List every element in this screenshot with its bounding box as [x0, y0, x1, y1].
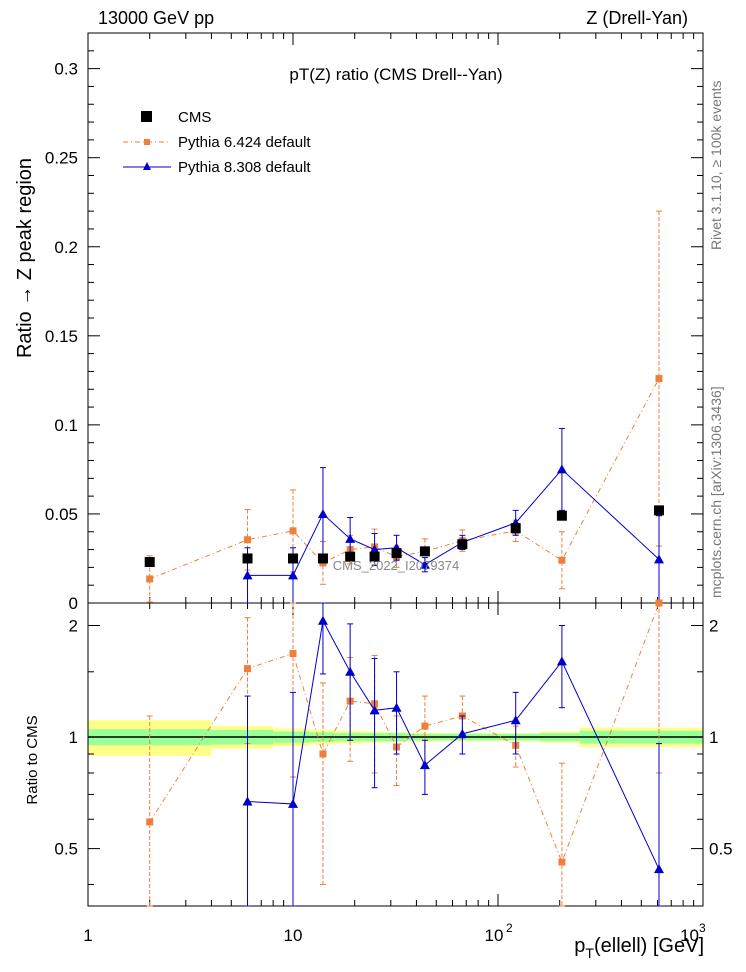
- axes: 1 10 10 2 10 300.050.10.150.20.250.30.5 0.51 12…: [45, 32, 733, 945]
- header-right: Z (Drell-Yan): [586, 8, 688, 28]
- y-tick-label: 0: [69, 594, 78, 613]
- cms-point: [242, 553, 253, 564]
- cms-point: [419, 546, 430, 557]
- y-tick-label: 0.2: [54, 238, 78, 257]
- side-label-lower: mcplots.cern.ch [arXiv:1306.3436]: [708, 386, 724, 598]
- py6-ratio-point: [244, 665, 252, 673]
- cms-point: [288, 553, 298, 564]
- py8-ratio-point: [288, 798, 298, 808]
- py6-ratio-point: [146, 818, 154, 826]
- legend-cms-label: CMS: [178, 109, 211, 126]
- py6-point: [244, 536, 252, 544]
- py6-ratio-point: [289, 650, 297, 658]
- py8-ratio-point: [317, 615, 328, 625]
- cms-point: [317, 553, 328, 564]
- y-axis-label: Ratio → Z peak region: [14, 158, 36, 358]
- x-tick-label: 10: [680, 926, 699, 945]
- py8-ratio-point: [369, 705, 380, 715]
- watermark: CMS_2022_I2079374: [333, 558, 460, 573]
- ratio-tick-label-right: 2: [709, 616, 718, 635]
- py8-point: [369, 544, 380, 554]
- py6-ratio-point: [421, 722, 429, 730]
- cms-point: [391, 548, 402, 559]
- py8-ratio-point: [457, 728, 468, 738]
- side-label-upper: Rivet 3.1.10, ≥ 100k events: [708, 80, 724, 250]
- py6-ratio-point: [319, 750, 327, 758]
- py6-ratio-point: [655, 599, 663, 607]
- ratio-tick-label: 0.5: [54, 840, 78, 859]
- legend-cms-marker: [141, 111, 152, 122]
- legend-py6-label: Pythia 6.424 default: [178, 134, 311, 151]
- py8-point: [653, 554, 664, 564]
- py8-point: [345, 533, 356, 543]
- y-tick-label: 0.3: [54, 60, 78, 79]
- header-left: 13000 GeV pp: [98, 8, 214, 28]
- x-tick-label: 10: [284, 926, 303, 945]
- cms-point: [510, 523, 521, 534]
- cms-point: [345, 551, 356, 562]
- py8-ratio-point: [345, 666, 356, 676]
- py8-point: [242, 570, 253, 580]
- py8-point: [556, 464, 567, 474]
- py8-point: [288, 570, 298, 580]
- y-tick-label: 0.25: [45, 149, 78, 168]
- legend-py8-marker: [143, 162, 151, 170]
- cms-point: [457, 539, 468, 550]
- py6-point: [558, 556, 566, 564]
- cms-point: [653, 505, 664, 516]
- ratio-tick-label-right: 1: [709, 728, 718, 747]
- py8-ratio-point: [419, 760, 430, 770]
- py8-point: [419, 559, 430, 569]
- py8-ratio-point: [242, 796, 253, 806]
- legend-py6-marker: [144, 139, 150, 145]
- py8-point: [317, 508, 328, 518]
- py6-ratio-point: [558, 858, 566, 866]
- x-tick-exponent: 3: [699, 921, 706, 935]
- ratio-tick-label: 1: [69, 728, 78, 747]
- legend: CMS Pythia 6.424 default Pythia 8.308 de…: [123, 109, 311, 176]
- ratio-y-axis-label: Ratio to CMS: [24, 715, 41, 804]
- py6-point: [289, 527, 297, 535]
- py6-point: [146, 575, 154, 583]
- py6-point: [655, 375, 663, 383]
- ratio-tick-label: 2: [69, 616, 78, 635]
- x-axis-label: pT(ellell) [GeV]: [574, 935, 704, 961]
- py6-line: [149, 378, 660, 580]
- y-tick-label: 0.1: [54, 416, 78, 435]
- y-tick-label: 0.05: [45, 505, 78, 524]
- y-tick-label: 0.15: [45, 327, 78, 346]
- ratio-tick-label-right: 0.5: [709, 840, 733, 859]
- x-tick-exponent: 2: [506, 921, 513, 935]
- py8-ratio-point: [556, 656, 567, 666]
- x-tick-label: 10: [485, 926, 504, 945]
- cms-point: [369, 551, 380, 562]
- data-series: [144, 210, 664, 907]
- chart-title: pT(Z) ratio (CMS Drell--Yan): [289, 65, 502, 84]
- x-tick-label: 1: [83, 926, 92, 945]
- py8-ratio-point: [510, 715, 521, 725]
- py8-ratio-point: [391, 702, 402, 712]
- legend-py8-label: Pythia 8.308 default: [178, 159, 311, 176]
- py8-ratio-point: [653, 864, 664, 874]
- cms-point: [556, 510, 567, 521]
- cms-point: [144, 557, 155, 568]
